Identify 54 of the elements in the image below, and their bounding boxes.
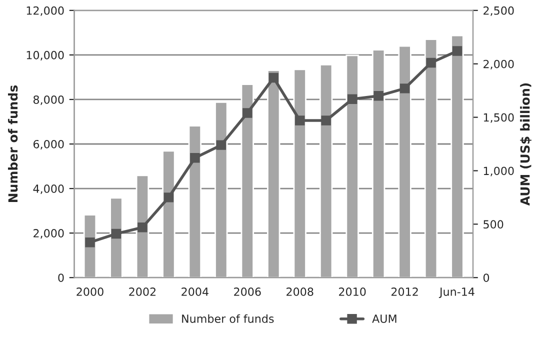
bar (214, 101, 228, 278)
point (164, 192, 174, 202)
point (242, 108, 252, 118)
point (190, 153, 200, 163)
y-tick-label: 0 (58, 274, 64, 282)
point (400, 84, 410, 94)
y2-tick-label: 2,000 (484, 60, 514, 70)
bar (240, 84, 254, 278)
point (216, 140, 226, 150)
y2-tick-label: 500 (484, 220, 504, 229)
point (374, 91, 384, 101)
y2-tick-label: 1,000 (484, 166, 514, 176)
point (347, 94, 358, 104)
x-tick-label: 2012 (391, 288, 418, 296)
bar (162, 150, 176, 278)
point (321, 116, 331, 126)
bar (188, 125, 202, 278)
point (452, 46, 462, 56)
x-tick-label: 2004 (182, 288, 208, 296)
bar (136, 174, 150, 278)
bar (346, 54, 359, 278)
y2-tick-label: 2,500 (484, 6, 514, 16)
bar (110, 197, 123, 278)
bar (319, 64, 333, 278)
x-tick-label: Jun-14 (438, 288, 474, 298)
point (426, 58, 436, 68)
y-tick-label: 6,000 (33, 140, 64, 150)
y-tick-label: 12,000 (26, 6, 64, 16)
bar (293, 68, 306, 278)
bar (424, 38, 438, 278)
y-tick-label: 8,000 (33, 95, 64, 105)
x-tick-label: 2008 (286, 288, 314, 296)
legend-label: AUM (372, 314, 396, 323)
point (294, 116, 305, 126)
y2-tick-label: 1,500 (484, 113, 514, 123)
x-tick-label: 2010 (339, 288, 366, 296)
bar (398, 45, 412, 278)
bar (372, 49, 386, 278)
point (111, 228, 122, 239)
point (138, 222, 148, 232)
bar (450, 34, 464, 278)
x-tick-label: 2006 (234, 288, 261, 296)
x-tick-label: 2000 (76, 288, 104, 296)
y-axis-title: Number of funds (8, 85, 18, 202)
bar (267, 70, 280, 278)
y2-axis-title: AUM (US$ billion) (520, 83, 532, 206)
y2-tick-label: 0 (483, 274, 490, 282)
x-tick-label: 2002 (129, 288, 156, 296)
legend-label: Number of funds (182, 314, 274, 323)
point (85, 237, 95, 248)
y-tick-label: 4,000 (33, 184, 64, 194)
point (268, 72, 278, 83)
y-tick-label: 10,000 (26, 50, 64, 60)
y-tick-label: 2,000 (34, 229, 64, 239)
